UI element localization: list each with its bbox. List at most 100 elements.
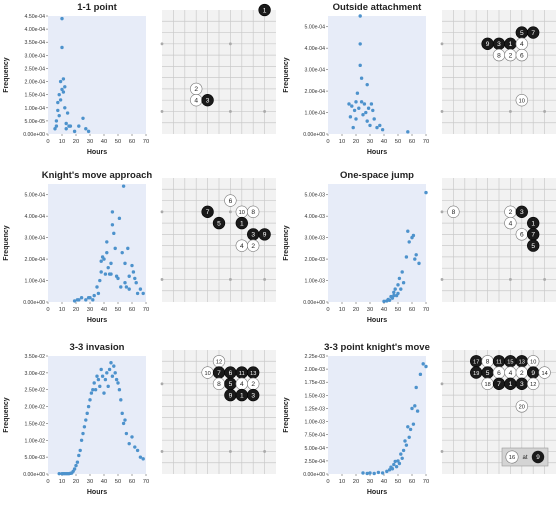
y-tick-label: 5.00e-04 [305, 25, 326, 31]
data-point [88, 296, 92, 300]
y-tick-label: 1.00e-03 [305, 279, 326, 285]
white-stone: 4 [190, 94, 203, 107]
data-point [78, 448, 82, 453]
white-stone: 8 [447, 205, 460, 218]
y-tick-label: 7.50e-04 [305, 433, 326, 439]
black-stone: 3 [492, 37, 506, 50]
black-stone: 19 [470, 366, 483, 379]
y-tick-label: 2.00e-04 [25, 257, 46, 263]
x-tick-label: 30 [367, 479, 373, 485]
stone-number: 5 [229, 381, 233, 388]
data-point [116, 381, 120, 385]
stone-number: 10 [519, 98, 525, 104]
star-point [160, 450, 164, 453]
y-tick-label: 1.00e-03 [305, 420, 326, 426]
data-point [53, 127, 57, 131]
stone-number: 5 [486, 370, 490, 377]
stone-number: 1 [240, 220, 244, 227]
data-point [61, 90, 66, 94]
stone-number: 13 [519, 360, 525, 366]
data-point [382, 299, 386, 304]
stone-number: 1 [509, 41, 513, 48]
data-point [411, 422, 416, 426]
plot-area [48, 184, 146, 302]
black-stone: 9 [527, 366, 540, 379]
x-tick-label: 10 [339, 139, 345, 145]
data-point [371, 108, 375, 113]
y-axis-label: Frequency [3, 225, 10, 261]
y-tick-label: 1.00e-04 [25, 106, 46, 112]
data-point [401, 280, 406, 285]
data-point [91, 388, 95, 392]
x-tick-label: 50 [395, 479, 401, 485]
black-stone: 7 [212, 366, 226, 379]
data-point [401, 448, 406, 453]
chart-title: One-space jump [340, 170, 414, 181]
stone-number: 12 [530, 382, 536, 388]
y-tick-label: 3.00e-04 [25, 53, 46, 59]
stone-number: 4 [194, 97, 198, 104]
data-point [112, 364, 116, 368]
x-tick-label: 20 [73, 479, 79, 485]
y-axis-label: Frequency [283, 225, 290, 261]
data-point [400, 456, 404, 460]
y-tick-label: 5.00e-04 [305, 446, 326, 452]
data-point [81, 116, 85, 120]
data-point [110, 210, 115, 214]
data-point [100, 374, 105, 378]
data-point [123, 280, 127, 285]
data-point [357, 106, 361, 110]
black-stone: 3 [201, 94, 214, 107]
panel-p1s: One-space jump 0.00e+00 1.00e-03 2.00e-03 3.… [283, 170, 556, 324]
data-point [113, 246, 117, 251]
stone-number: 9 [486, 41, 490, 48]
black-stone: 6 [224, 366, 237, 379]
black-stone: 7 [492, 377, 506, 390]
data-point [424, 364, 428, 369]
stone-number: 7 [206, 209, 210, 216]
data-point [410, 406, 414, 411]
star-point [160, 278, 164, 281]
x-tick-label: 40 [101, 479, 107, 485]
x-tick-label: 50 [395, 139, 401, 145]
star-point [509, 110, 512, 113]
data-point [133, 276, 137, 281]
data-point [102, 257, 106, 261]
data-point [407, 240, 411, 244]
data-point [107, 367, 112, 372]
y-tick-label: 0.00e+00 [23, 132, 45, 138]
black-stone: 1 [258, 3, 271, 17]
y-tick-label: 2.50e-02 [25, 388, 46, 394]
data-point [120, 250, 124, 255]
x-tick-label: 50 [115, 139, 121, 145]
black-stone: 5 [527, 239, 540, 252]
star-point [160, 42, 164, 46]
x-axis-label: Hours [367, 489, 387, 496]
y-tick-label: 5.00e-05 [25, 119, 46, 125]
black-stone: 5 [481, 366, 494, 379]
y-tick-label: 0.00e+00 [23, 472, 45, 478]
x-axis-label: Hours [87, 489, 107, 496]
data-point [119, 285, 123, 289]
white-stone: 2 [247, 377, 260, 390]
data-point [396, 291, 400, 296]
x-tick-label: 0 [46, 307, 49, 313]
black-stone: 17 [470, 355, 483, 368]
data-point [112, 231, 116, 236]
data-point [56, 108, 60, 113]
data-point [92, 381, 96, 385]
white-stone: 4 [504, 366, 517, 379]
y-tick-label: 1.00e-02 [25, 438, 46, 444]
note-stone-number: 9 [536, 454, 540, 461]
star-point [263, 110, 266, 113]
x-tick-label: 20 [73, 307, 79, 313]
note-stone-number: 16 [509, 455, 515, 461]
data-point [84, 127, 88, 131]
star-point [229, 278, 232, 281]
chart-title: Outside attachment [333, 2, 423, 13]
data-point [394, 464, 399, 469]
data-point [399, 452, 403, 456]
stone-number: 10 [530, 360, 536, 366]
data-point [372, 117, 376, 121]
data-point [84, 418, 88, 422]
